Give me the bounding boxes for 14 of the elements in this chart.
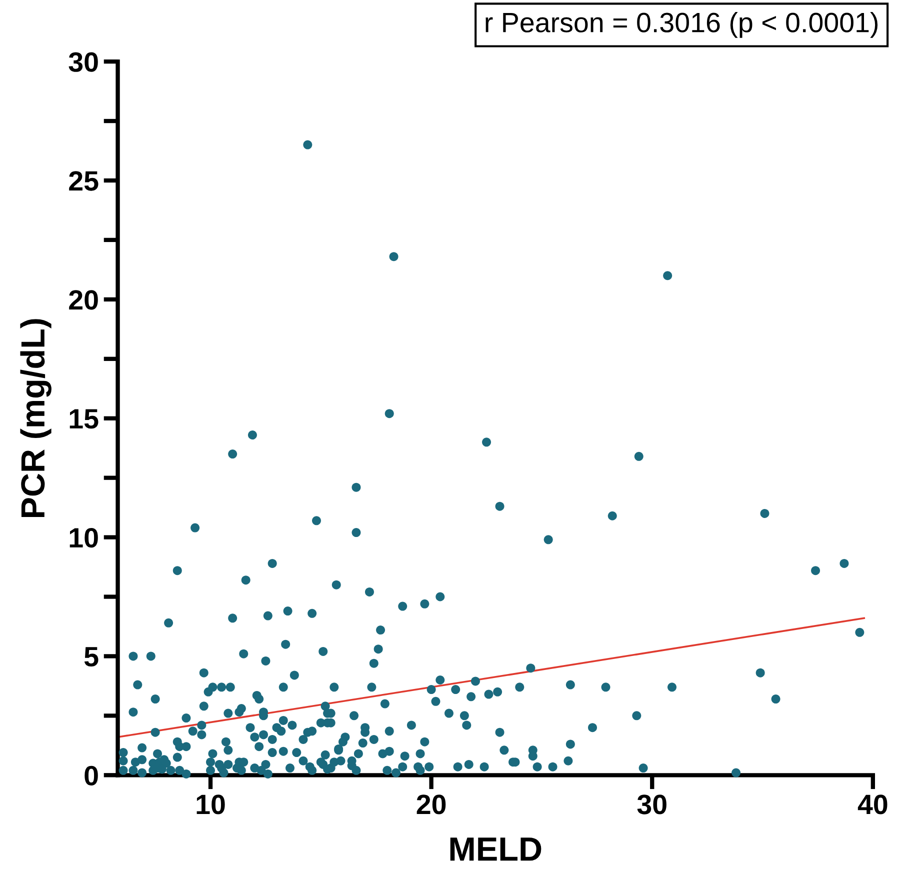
y-tick-label: 20: [69, 290, 98, 310]
x-tick-label: 20: [416, 794, 446, 814]
y-tick-label: 10: [70, 528, 98, 548]
y-tick-label: 25: [69, 171, 98, 191]
x-axis-title: MELD: [450, 838, 542, 861]
y-axis-title: PCR (mg/dL): [20, 319, 52, 518]
x-tick-label: 40: [858, 794, 888, 814]
y-tick-label: 30: [68, 52, 98, 72]
x-tick-label: 10: [196, 794, 225, 814]
y-tick-label: 15: [70, 409, 98, 429]
y-tick-label: 5: [84, 647, 98, 667]
text: r Pearson = 0.3016 (p < 0.0001): [486, 12, 878, 38]
y-tick-label: 0: [84, 766, 98, 786]
x-tick-label: 30: [637, 794, 666, 814]
